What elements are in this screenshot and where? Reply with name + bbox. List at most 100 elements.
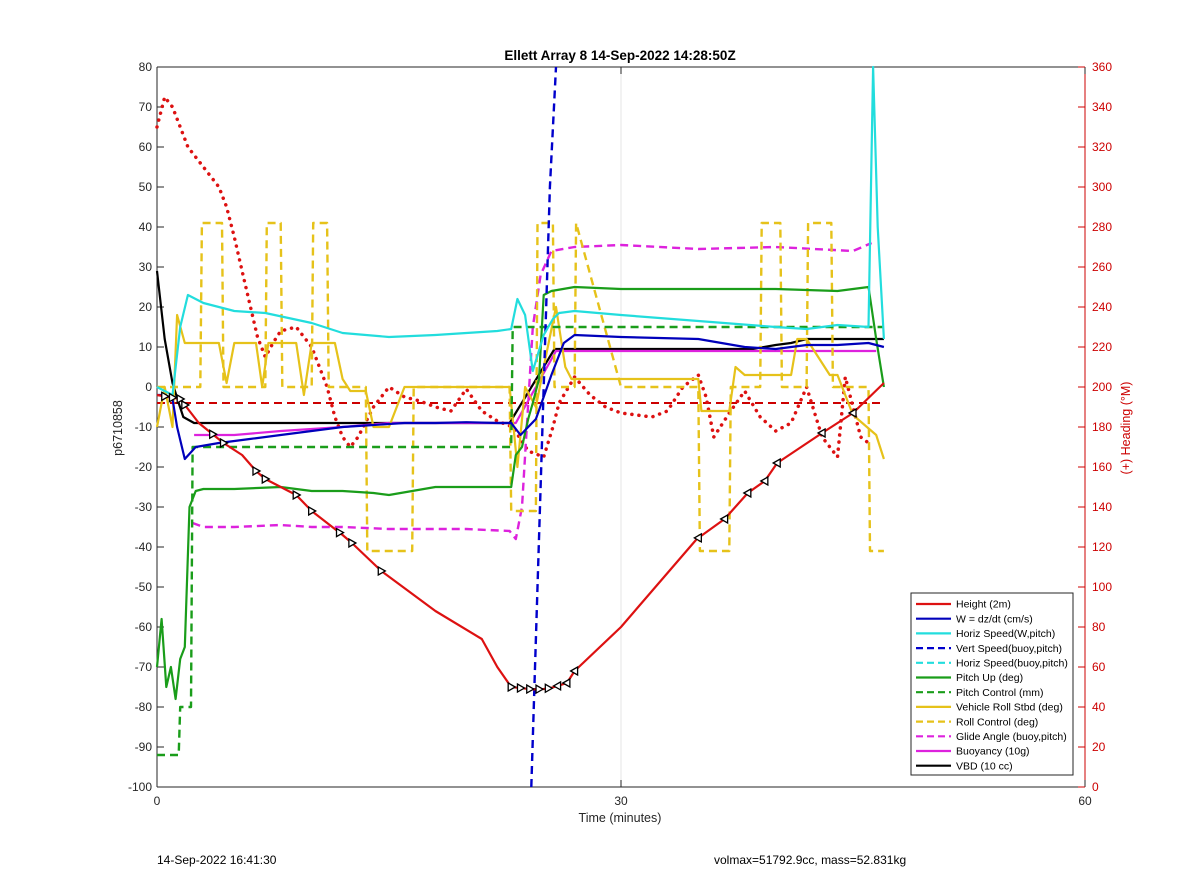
- legend-entry-6: Pitch Control (mm): [956, 687, 1044, 699]
- y2-tick-label: 340: [1092, 100, 1112, 114]
- y-tick-label: -30: [135, 500, 153, 514]
- y-tick-label: -80: [135, 700, 153, 714]
- legend-entry-9: Glide Angle (buoy,pitch): [956, 731, 1067, 743]
- height-marker-15: [526, 683, 536, 695]
- y-tick-label: 30: [139, 260, 153, 274]
- height-marker-26: [816, 427, 826, 439]
- y2-tick-label: 240: [1092, 300, 1112, 314]
- legend-entry-3: Vert Speed(buoy,pitch): [956, 643, 1062, 655]
- height-marker-25: [771, 457, 781, 469]
- height-marker-4: [209, 429, 218, 440]
- y2-tick-label: 260: [1092, 260, 1112, 274]
- y-tick-label: -90: [135, 740, 153, 754]
- y-tick-label: -70: [135, 660, 153, 674]
- footer-timestamp: 14-Sep-2022 16:41:30: [157, 853, 277, 867]
- y2-tick-label: 140: [1092, 500, 1112, 514]
- height-marker-6: [252, 465, 262, 477]
- y2-tick-label: 120: [1092, 540, 1112, 554]
- y-tick-label: -60: [135, 620, 153, 634]
- height-marker-3: [181, 399, 191, 411]
- height-marker-16: [535, 684, 545, 695]
- series-line-2: [156, 65, 885, 397]
- height-marker-13: [507, 681, 517, 693]
- height-marker-17: [544, 683, 554, 694]
- y-tick-label: -20: [135, 460, 153, 474]
- chart-title: Ellett Array 8 14-Sep-2022 14:28:50Z: [504, 48, 735, 63]
- series-line-3: [530, 66, 558, 788]
- y-tick-label: -10: [135, 420, 153, 434]
- y2-tick-label: 180: [1092, 420, 1112, 434]
- legend-entry-7: Vehicle Roll Stbd (deg): [956, 702, 1063, 714]
- series-line-1: [157, 333, 885, 461]
- height-marker-2: [176, 393, 186, 405]
- legend-entry-11: VBD (10 cc): [956, 760, 1013, 772]
- height-marker-8: [292, 489, 302, 501]
- height-marker-23: [742, 487, 752, 499]
- height-marker-24: [759, 475, 769, 487]
- y2-tick-label: 60: [1092, 660, 1106, 674]
- y2-tick-label: 320: [1092, 140, 1112, 154]
- y-axis-label: p6710858: [111, 400, 125, 456]
- y-tick-label: 50: [139, 180, 153, 194]
- legend-entry-4: Horiz Speed(buoy,pitch): [956, 658, 1068, 670]
- height-marker-14: [516, 682, 526, 694]
- height-marker-19: [561, 677, 571, 689]
- height-marker-11: [348, 537, 358, 549]
- height-marker-1: [168, 392, 178, 403]
- legend: Height (2m) W = dz/dt (cm/s) Horiz Speed(W…: [910, 592, 1074, 776]
- y2-tick-label: 160: [1092, 460, 1112, 474]
- height-marker-22: [719, 513, 729, 525]
- height-marker-7: [261, 473, 271, 485]
- legend-entry-8: Roll Control (deg): [956, 716, 1038, 728]
- height-marker-0: [161, 391, 171, 402]
- legend-entry-10: Buoyancy (10g): [956, 746, 1030, 758]
- y2-tick-label: 220: [1092, 340, 1112, 354]
- y2-tick-label: 80: [1092, 620, 1106, 634]
- y2-tick-label: 360: [1092, 60, 1112, 74]
- legend-entry-0: Height (2m): [956, 599, 1011, 611]
- y2-axis-label: (+) Heading (°M): [1119, 382, 1133, 475]
- series-line-7: [155, 305, 885, 469]
- height-marker-12: [377, 565, 387, 577]
- series-line-6: [157, 325, 884, 757]
- height-marker-10: [335, 527, 345, 538]
- y2-tick-label: 40: [1092, 700, 1106, 714]
- y-tick-label: -40: [135, 540, 153, 554]
- y2-tick-label: 300: [1092, 180, 1112, 194]
- x-tick-label: 30: [614, 794, 628, 808]
- y-tick-label: 70: [139, 100, 153, 114]
- y2-tick-label: 20: [1092, 740, 1106, 754]
- axes: 0 30 60-100-90-80-70-60-50-40-30-20-100102…: [128, 60, 1112, 808]
- height-marker-18: [552, 680, 562, 692]
- y-tick-label: 0: [145, 380, 152, 394]
- height-marker-9: [308, 505, 317, 517]
- y-tick-label: -50: [135, 580, 153, 594]
- y2-tick-label: 100: [1092, 580, 1112, 594]
- plot-area: [155, 65, 885, 788]
- y-tick-label: 80: [139, 60, 153, 74]
- legend-entry-1: W = dz/dt (cm/s): [956, 613, 1033, 625]
- x-tick-label: 60: [1078, 794, 1092, 808]
- y-tick-label: -100: [128, 780, 152, 794]
- y-tick-label: 10: [139, 340, 153, 354]
- y2-tick-label: 280: [1092, 220, 1112, 234]
- series-line-9: [192, 241, 873, 541]
- height-marker-27: [847, 407, 857, 419]
- series-line-5: [155, 285, 885, 701]
- height-marker-21: [693, 532, 702, 544]
- height-marker-5: [219, 437, 229, 449]
- y2-tick-label: 200: [1092, 380, 1112, 394]
- height-marker-20: [569, 665, 579, 677]
- footer-volmax-mass: volmax=51792.9cc, mass=52.831kg: [714, 853, 907, 867]
- x-axis-label: Time (minutes): [579, 811, 662, 825]
- legend-box: [910, 592, 1074, 776]
- y2-tick-label: 0: [1092, 780, 1099, 794]
- y-tick-label: 40: [139, 220, 153, 234]
- y-tick-label: 20: [139, 300, 153, 314]
- legend-entry-5: Pitch Up (deg): [956, 672, 1023, 684]
- y-tick-label: 60: [139, 140, 153, 154]
- heading-dotted-series: [155, 93, 871, 462]
- x-tick-label: 0: [154, 794, 161, 808]
- legend-entry-2: Horiz Speed(W,pitch): [956, 628, 1055, 640]
